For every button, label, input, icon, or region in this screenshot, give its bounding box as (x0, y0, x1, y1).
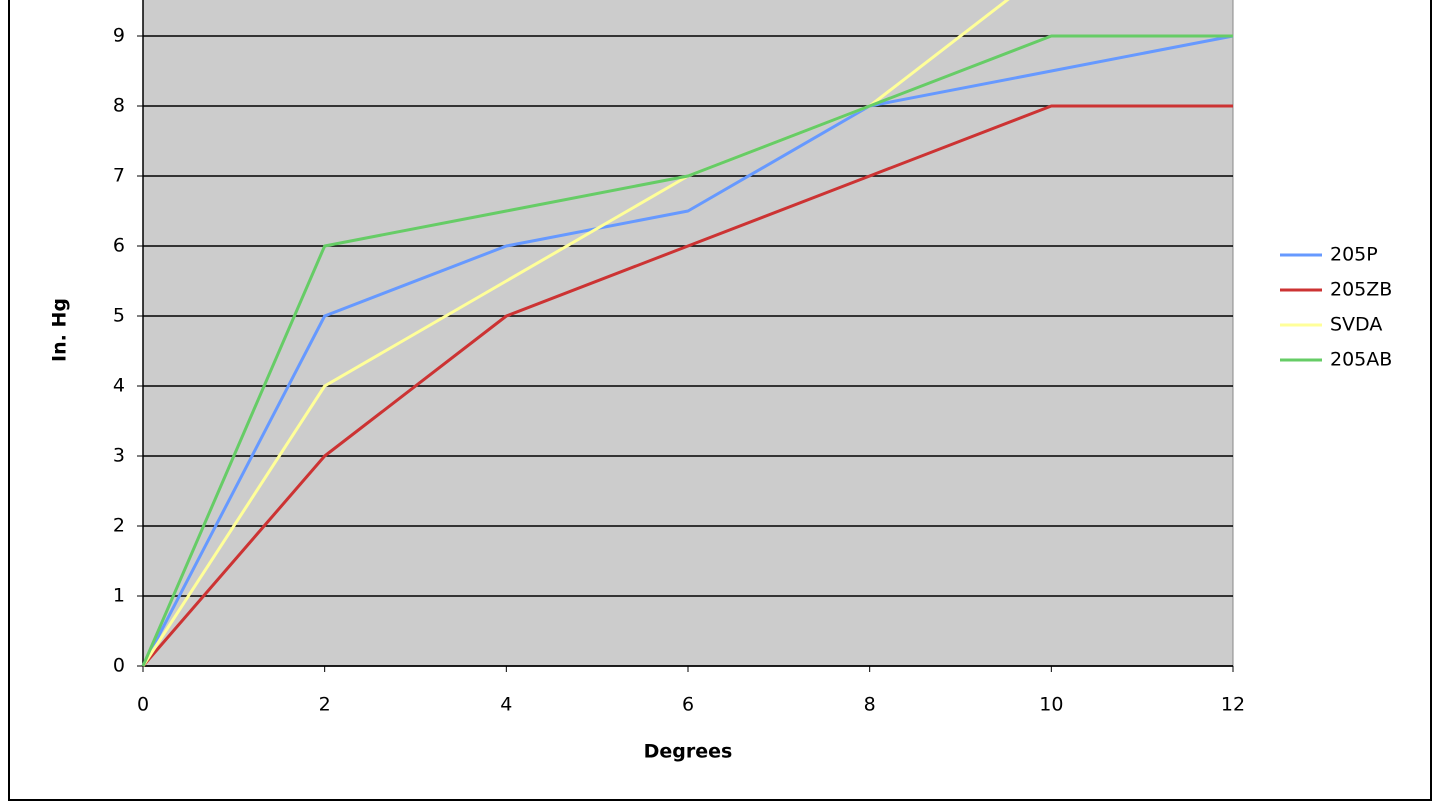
y-tick-label: 0 (113, 655, 125, 677)
x-tick-label: 6 (682, 694, 694, 716)
series-line (141, 0, 1010, 667)
y-tick-label: 8 (113, 95, 125, 117)
x-tick-label: 8 (864, 694, 876, 716)
y-tick-label: 5 (113, 305, 125, 327)
x-tick-label: 2 (319, 694, 331, 716)
y-axis-label: In. Hg (49, 298, 71, 362)
y-tick-label: 2 (113, 515, 125, 537)
y-tick-label: 6 (113, 235, 125, 257)
plot-area (142, 0, 1234, 667)
x-axis-label: Degrees (644, 741, 733, 763)
y-tick-label: 4 (113, 375, 125, 397)
x-tick-label: 0 (137, 694, 149, 716)
x-tick-label: 4 (500, 694, 512, 716)
legend-label: 205AB (1330, 349, 1392, 371)
x-tick-label: 10 (1039, 694, 1063, 716)
series-line (141, 104, 1233, 667)
legend-label: SVDA (1330, 314, 1382, 336)
y-tick-label: 7 (113, 165, 125, 187)
legend-label: 205P (1330, 244, 1378, 266)
x-tick-label: 12 (1221, 694, 1245, 716)
y-tick-label: 3 (113, 445, 125, 467)
legend-label: 205ZB (1330, 279, 1392, 301)
y-tick-label: 9 (113, 25, 125, 47)
series-line (141, 34, 1234, 667)
y-tick-label: 1 (113, 585, 125, 607)
series-line (141, 34, 1233, 667)
